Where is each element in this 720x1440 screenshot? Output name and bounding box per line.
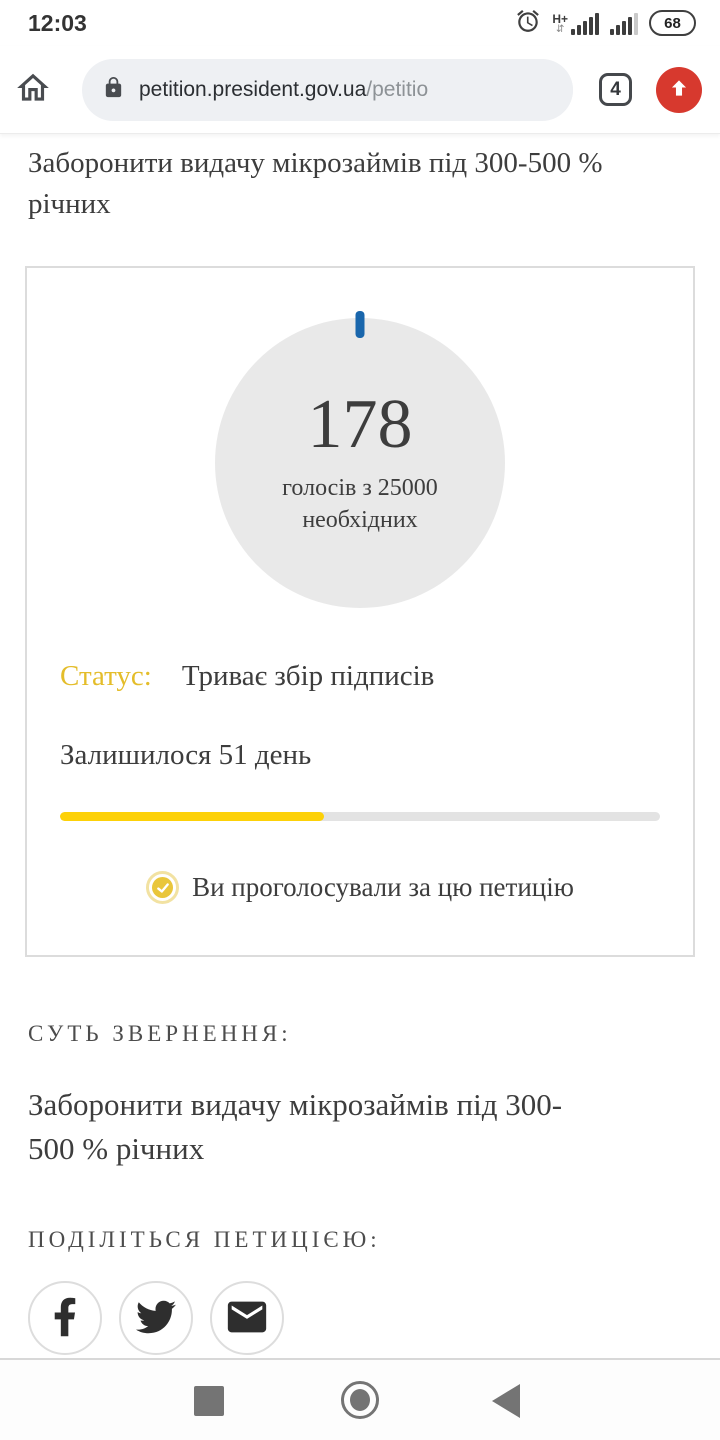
network-type-label: H+ ⇵ <box>552 11 568 35</box>
vote-status-card: 178 голосів з 25000 необхідних Статус: Т… <box>25 266 695 958</box>
android-home-icon[interactable] <box>341 1381 379 1419</box>
status-value: Триває збір підписів <box>181 660 435 693</box>
essence-section: СУТЬ ЗВЕРНЕННЯ: Заборонити видачу мікроз… <box>28 1021 692 1171</box>
progress-fill <box>60 812 324 822</box>
up-arrow-icon <box>666 75 692 104</box>
voted-message-row: Ви проголосували за цю петицію <box>60 871 660 905</box>
tab-count: 4 <box>610 78 621 100</box>
progress-tick-icon <box>355 311 365 339</box>
clock-time: 12:03 <box>28 9 87 36</box>
progress-bar <box>60 812 660 822</box>
essence-heading: СУТЬ ЗВЕРНЕННЯ: <box>28 1021 292 1047</box>
petition-page: Заборонити видачу мікрозаймів під 300-50… <box>0 134 720 1356</box>
browser-home-button[interactable] <box>14 69 52 110</box>
status-bar-icons: H+ ⇵ 68 <box>515 8 696 39</box>
vote-count-circle: 178 голосів з 25000 необхідних <box>215 318 505 609</box>
share-facebook-button[interactable] <box>28 1281 102 1356</box>
status-label: Статус: <box>60 660 152 693</box>
twitter-icon <box>136 1297 176 1340</box>
home-icon <box>14 73 52 110</box>
back-icon[interactable] <box>492 1384 520 1418</box>
signal-bars-icon-2 <box>610 12 638 35</box>
vote-progress-circle: 178 голосів з 25000 необхідних <box>215 311 505 609</box>
lock-icon <box>102 76 125 104</box>
alarm-icon <box>515 8 541 39</box>
android-navigation-bar <box>0 1358 720 1440</box>
share-section: ПОДІЛІТЬСЯ ПЕТИЦІЄЮ: <box>28 1227 692 1356</box>
address-bar[interactable]: petition.president.gov.ua/petitio <box>82 58 573 121</box>
share-heading: ПОДІЛІТЬСЯ ПЕТИЦІЄЮ: <box>28 1227 381 1253</box>
recents-icon[interactable] <box>194 1386 224 1416</box>
days-remaining: Залишилося 51 день <box>60 739 312 772</box>
share-twitter-button[interactable] <box>119 1281 193 1356</box>
vote-count-caption: голосів з 25000 необхідних <box>282 474 438 534</box>
browser-toolbar: petition.president.gov.ua/petitio 4 <box>0 46 720 134</box>
page-title: Заборонити видачу мікрозаймів під 300-50… <box>28 147 603 220</box>
voted-message: Ви проголосували за цю петицію <box>192 872 574 903</box>
status-bar: 12:03 H+ ⇵ 68 <box>0 0 720 46</box>
mobile-signal-icon: H+ ⇵ <box>552 12 599 35</box>
vote-count: 178 <box>307 385 413 463</box>
facebook-icon <box>53 1296 77 1341</box>
signal-bars-icon <box>571 12 599 35</box>
email-icon <box>224 1294 270 1343</box>
home-inner-circle <box>350 1389 370 1411</box>
url-host: petition.president.gov.ua <box>139 77 367 101</box>
data-arrows-icon: ⇵ <box>555 23 565 35</box>
share-email-button[interactable] <box>210 1281 284 1356</box>
chrome-update-button[interactable] <box>656 66 702 113</box>
essence-text: Заборонити видачу мікрозаймів під 300- 5… <box>28 1087 563 1167</box>
url-path: /petitio <box>366 77 429 101</box>
status-row: Статус: Триває збір підписів <box>60 660 660 693</box>
share-buttons <box>28 1281 692 1356</box>
battery-percent: 68 <box>664 14 681 32</box>
url-text: petition.president.gov.ua/petitio <box>139 78 428 102</box>
tab-switcher-button[interactable]: 4 <box>599 73 632 106</box>
battery-indicator: 68 <box>649 10 696 36</box>
check-circle-icon <box>146 871 180 905</box>
